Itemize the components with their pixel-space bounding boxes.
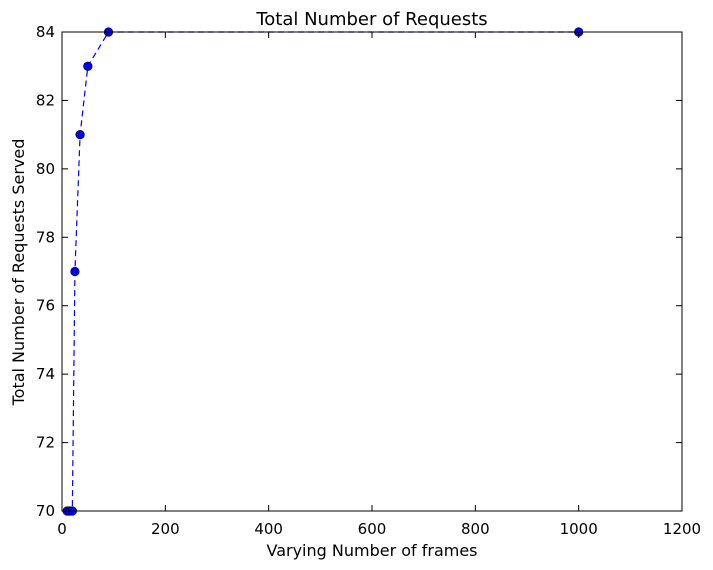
y-axis: 70 72 74 76 78 80 82 84 [36,23,682,520]
x-tick-label: 400 [254,520,283,538]
y-axis-label: Total Number of Requests Served [9,139,28,407]
x-tick-label: 0 [57,520,67,538]
chart-title: Total Number of Requests [255,9,487,30]
y-tick-label: 84 [36,23,55,41]
x-axis: 0 200 400 600 800 1000 1200 [57,32,701,538]
y-tick-label: 70 [36,502,55,520]
data-point [70,266,80,277]
y-tick-label: 78 [36,228,55,246]
y-tick-label: 72 [36,434,55,452]
data-point [75,130,85,140]
x-tick-label: 200 [151,520,180,538]
x-tick-label: 1200 [663,520,701,538]
plot-frame [61,31,683,512]
x-tick-label: 1000 [560,520,598,538]
y-tick-label: 74 [36,365,55,383]
x-tick-label: 800 [461,520,490,538]
data-point [83,61,93,71]
series-line [67,31,579,512]
x-tick-label: 600 [358,520,387,538]
x-axis-label: Varying Number of frames [266,541,477,560]
y-tick-label: 76 [36,297,55,315]
y-tick-label: 82 [36,91,55,109]
y-tick-label: 80 [36,160,55,178]
plot-area [61,27,683,516]
